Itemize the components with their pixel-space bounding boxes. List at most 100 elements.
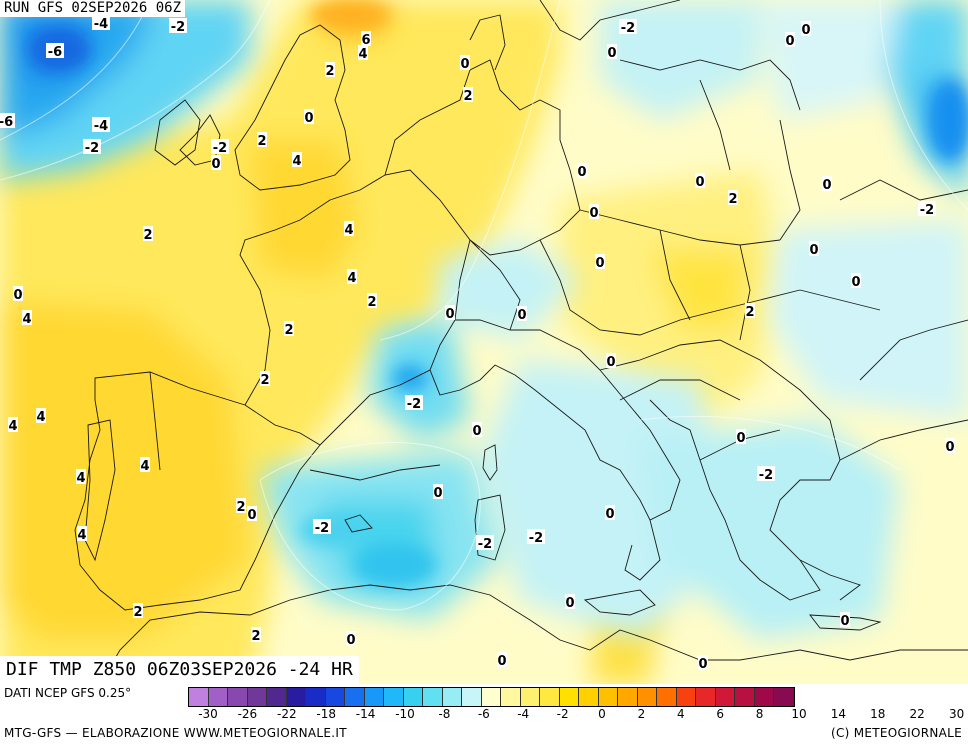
map-value-label: 0 — [472, 424, 481, 439]
map-value-label: 0 — [605, 507, 614, 522]
map-value-label: 2 — [260, 373, 269, 388]
map-value-label: 0 — [695, 175, 704, 190]
map-label-background — [736, 429, 746, 444]
scale-tick-label: 2 — [637, 707, 646, 721]
map-label-background — [606, 353, 616, 368]
map-value-label: -4 — [94, 17, 108, 32]
map-value-label: 0 — [698, 657, 707, 672]
map-value-label: 0 — [460, 57, 469, 72]
map-label-background — [304, 109, 314, 124]
map-value-label: 6 — [361, 33, 370, 48]
map-value-label: 2 — [728, 192, 737, 207]
map-value-label: 4 — [292, 154, 301, 169]
color-swatch — [696, 688, 716, 706]
map-value-label: 4 — [22, 312, 31, 327]
field-description-label: DIF TMP Z850 06Z03SEP2026 -24 HR — [0, 656, 359, 684]
color-swatch — [754, 688, 774, 706]
map-value-label: 4 — [76, 471, 85, 486]
map-value-label: 2 — [284, 323, 293, 338]
map-value-label: 0 — [565, 596, 574, 611]
map-value-label: 0 — [589, 206, 598, 221]
map-label-background — [292, 152, 302, 167]
map-label-background — [133, 603, 143, 618]
scale-tick-label: 14 — [830, 707, 847, 721]
color-swatch — [598, 688, 618, 706]
map-label-background — [346, 631, 356, 646]
map-label-background — [76, 469, 86, 484]
scale-tick-label: -6 — [477, 707, 490, 721]
map-value-label: 0 — [840, 614, 849, 629]
map-label-background — [92, 117, 110, 132]
map-label-background — [83, 139, 101, 154]
map-label-background — [251, 627, 261, 642]
map-value-label: 0 — [809, 243, 818, 258]
map-value-label: 0 — [801, 23, 810, 38]
scale-tick-label: 0 — [598, 707, 606, 721]
map-label-background — [801, 21, 811, 36]
map-label-background — [140, 457, 150, 472]
map-value-label: -2 — [529, 531, 543, 546]
map-value-label: -2 — [85, 141, 99, 156]
scale-tick-label: 10 — [791, 707, 807, 721]
map-label-background — [211, 155, 221, 170]
map-label-background — [595, 254, 605, 269]
map-value-label: 0 — [736, 431, 745, 446]
map-value-label: 2 — [325, 64, 334, 79]
map-value-label: -2 — [621, 21, 635, 36]
map-label-background — [472, 422, 482, 437]
map-value-label: 0 — [607, 46, 616, 61]
map-label-background — [13, 286, 23, 301]
map-value-label: 0 — [445, 307, 454, 322]
map-label-background — [257, 132, 267, 147]
map-label-background — [347, 269, 357, 284]
map-label-background — [284, 321, 294, 336]
map-label-background — [367, 293, 377, 308]
scale-tick-label: -30 — [198, 707, 218, 721]
map-label-background — [463, 87, 473, 102]
map-value-label: 0 — [13, 288, 22, 303]
copyright-label: (C) METEOGIORNALE — [830, 726, 962, 740]
map-label-background — [527, 529, 545, 544]
map-value-label: 0 — [517, 308, 526, 323]
color-swatch — [657, 688, 677, 706]
map-label-background — [77, 526, 87, 541]
run-label: RUN GFS 02SEP2026 06Z — [0, 0, 186, 17]
map-label-background — [358, 45, 368, 60]
map-label-background — [476, 535, 494, 550]
scale-tick-label: 4 — [676, 707, 685, 721]
map-label-background — [577, 163, 587, 178]
map-value-label: 0 — [945, 440, 954, 455]
scale-tick-label: -4 — [517, 707, 530, 721]
color-scale-ticks: -30 -26 -22 -18 -14 -10 -8 -6 -4 -2 0 2 4 6 8 10 14 18 22 3… — [188, 707, 968, 723]
map-label-background — [169, 18, 187, 33]
map-label-background — [517, 306, 527, 321]
color-swatch — [637, 688, 657, 706]
color-swatch — [481, 688, 501, 706]
map-label-background — [8, 417, 18, 432]
map-value-label: 2 — [257, 134, 266, 149]
map-value-label: -2 — [920, 203, 934, 218]
map-label-background — [565, 594, 575, 609]
map-value-label: 0 — [304, 111, 313, 126]
map-label-background — [36, 408, 46, 423]
scale-tick-label: -26 — [237, 707, 258, 721]
map-value-label: 2 — [251, 629, 260, 644]
map-label-background — [695, 173, 705, 188]
color-swatch — [462, 688, 482, 706]
scale-tick-label: -18 — [316, 707, 336, 721]
map-value-label: 2 — [463, 89, 472, 104]
map-label-background — [22, 310, 32, 325]
map-value-label: -4 — [94, 119, 108, 134]
color-swatch — [403, 688, 423, 706]
map-label-background — [433, 484, 443, 499]
map-label-background — [361, 31, 371, 46]
map-value-label: 0 — [595, 256, 604, 271]
color-swatch — [267, 688, 287, 706]
map-value-label: -6 — [0, 115, 13, 130]
map-value-label: 2 — [133, 605, 142, 620]
color-swatch — [618, 688, 638, 706]
color-swatch — [286, 688, 306, 706]
map-value-label: -2 — [315, 521, 329, 536]
map-label-background — [211, 139, 229, 154]
